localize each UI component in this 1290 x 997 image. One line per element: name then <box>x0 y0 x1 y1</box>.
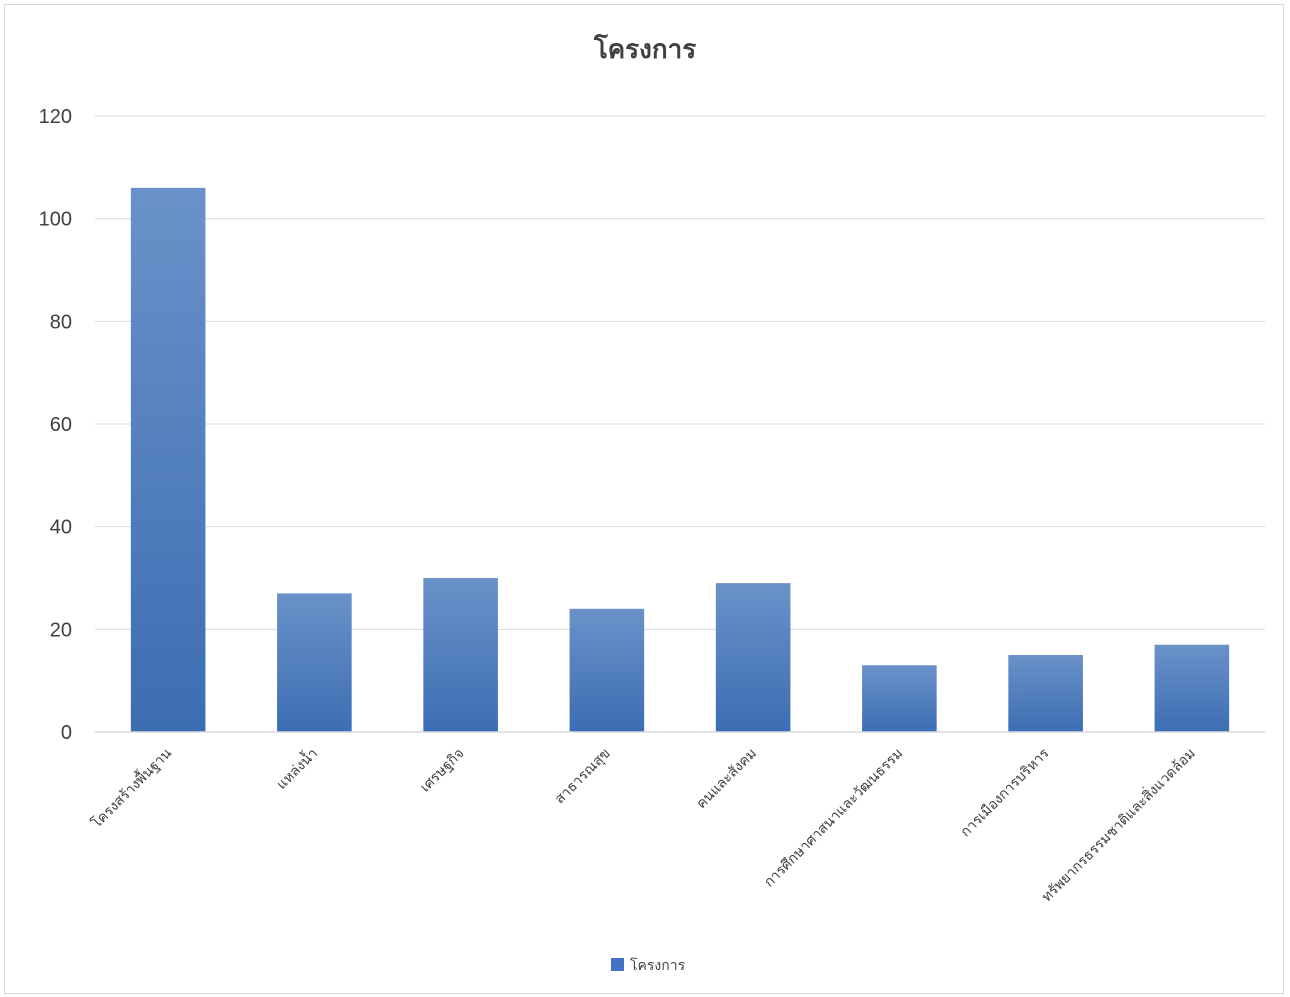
bar <box>423 578 498 732</box>
x-category-label: สาธารณสุข <box>552 746 614 808</box>
x-category-label: เศรษฐกิจ <box>417 746 467 796</box>
y-tick-label: 100 <box>39 209 72 231</box>
bar <box>277 593 352 732</box>
y-tick-label: 40 <box>50 517 72 539</box>
y-tick-label: 60 <box>50 414 72 436</box>
legend-label: โครงการ <box>630 957 686 974</box>
x-axis-labels: โครงสร้างพื้นฐาน แหล่งน้ำ เศรษฐกิจ สาธารณสุ… <box>87 743 1199 905</box>
bar <box>1008 655 1083 732</box>
x-category-label: การศึกษาศาสนาและวัฒนธรรม <box>761 746 906 891</box>
x-category-label: โครงสร้างพื้นฐาน <box>87 743 176 832</box>
bar <box>862 665 937 732</box>
y-tick-label: 120 <box>39 106 72 128</box>
bar-series <box>130 187 1230 732</box>
x-category-label: ทรัพยากรธรรมชาติและสิ่งแวดล้อม <box>1037 744 1198 905</box>
y-tick-label: 0 <box>61 722 72 744</box>
bar <box>715 583 791 732</box>
bar <box>130 187 206 732</box>
x-category-label: แหล่งน้ำ <box>272 743 322 793</box>
y-axis-ticks: 0 20 40 60 80 100 120 <box>39 106 72 744</box>
y-tick-label: 20 <box>50 619 72 641</box>
chart-title: โครงการ <box>593 33 696 65</box>
bar <box>569 608 645 732</box>
gridlines <box>95 115 1265 630</box>
chart-frame <box>4 4 1284 994</box>
x-category-label: การเมืองการบริหาร <box>958 745 1053 840</box>
y-tick-label: 80 <box>50 311 72 333</box>
legend: โครงการ <box>611 957 686 974</box>
bar <box>1154 644 1230 732</box>
x-category-label: คนและสังคม <box>693 746 760 813</box>
legend-swatch <box>611 958 624 971</box>
